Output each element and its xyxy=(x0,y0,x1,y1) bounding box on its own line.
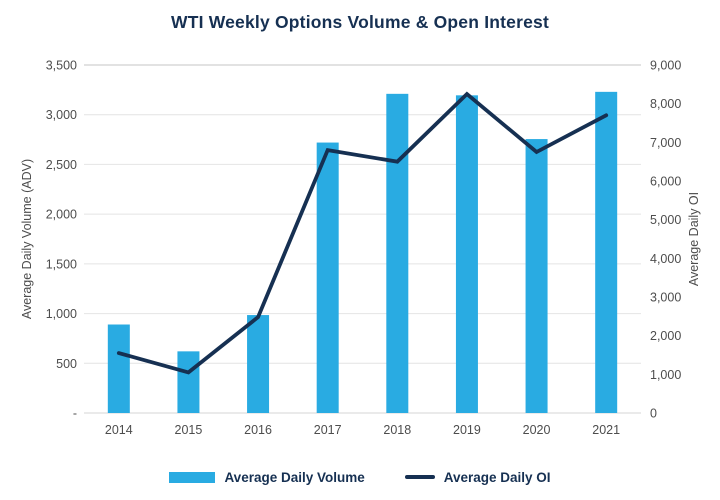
y-left-tick-5: 2,500 xyxy=(46,158,77,172)
legend-volume-label: Average Daily Volume xyxy=(224,469,365,485)
x-tick-2021: 2021 xyxy=(592,423,620,437)
y-right-tick-7: 7,000 xyxy=(650,136,681,150)
bar-2018 xyxy=(386,93,409,413)
chart-title: WTI Weekly Options Volume & Open Interes… xyxy=(170,12,550,32)
x-tick-2019: 2019 xyxy=(453,423,481,437)
y-right-tick-9: 9,000 xyxy=(650,59,681,73)
y-left-tick-1: 500 xyxy=(56,357,77,371)
bar-2016 xyxy=(247,315,270,413)
y-left-tick-7: 3,500 xyxy=(46,59,77,73)
y-left-tick-6: 3,000 xyxy=(46,108,77,122)
y-right-tick-5: 5,000 xyxy=(650,213,681,227)
legend: Average Daily Volume Average Daily OI xyxy=(0,464,720,490)
x-tick-2020: 2020 xyxy=(523,423,551,437)
y-right-tick-3: 3,000 xyxy=(650,291,681,305)
y-left-tick-3: 1,500 xyxy=(46,257,77,271)
y-right-tick-1: 1,000 xyxy=(650,368,681,382)
bar-2020 xyxy=(525,139,548,413)
legend-oi-swatch xyxy=(404,475,435,479)
bar-2019 xyxy=(455,95,478,413)
x-tick-2017: 2017 xyxy=(314,423,342,437)
y-left-tick-4: 2,000 xyxy=(46,208,77,222)
bar-2017 xyxy=(316,142,339,413)
x-tick-2016: 2016 xyxy=(244,423,272,437)
x-tick-2014: 2014 xyxy=(105,423,133,437)
y-right-tick-2: 2,000 xyxy=(650,329,681,343)
x-tick-2018: 2018 xyxy=(383,423,411,437)
oi-line xyxy=(116,91,609,375)
y-right-tick-8: 8,000 xyxy=(650,97,681,111)
y-right-tick-6: 6,000 xyxy=(650,175,681,189)
x-tick-2015: 2015 xyxy=(175,423,203,437)
y-left-tick-0: - xyxy=(73,407,77,421)
bar-2014 xyxy=(107,324,130,413)
bar-2021 xyxy=(595,91,618,414)
y-left-tick-2: 1,000 xyxy=(46,307,77,321)
bar-2015 xyxy=(177,351,200,413)
y-right-tick-4: 4,000 xyxy=(650,252,681,266)
legend-volume-swatch xyxy=(169,471,216,483)
y-right-tick-0: 0 xyxy=(650,407,657,421)
legend-oi-label: Average Daily OI xyxy=(443,469,551,485)
